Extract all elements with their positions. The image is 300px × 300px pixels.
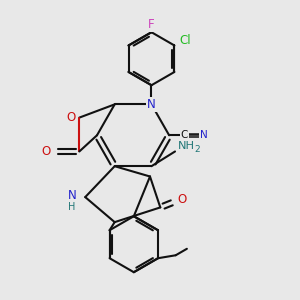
Text: NH: NH xyxy=(178,142,195,152)
Text: N: N xyxy=(147,98,156,111)
Text: F: F xyxy=(148,18,155,31)
Text: N: N xyxy=(200,130,208,140)
Text: H: H xyxy=(68,202,76,212)
Text: 2: 2 xyxy=(195,145,200,154)
Text: O: O xyxy=(67,111,76,124)
Text: N: N xyxy=(68,189,76,202)
Text: C: C xyxy=(181,130,188,140)
Text: O: O xyxy=(41,145,51,158)
Text: O: O xyxy=(177,193,186,206)
Text: Cl: Cl xyxy=(179,34,190,47)
